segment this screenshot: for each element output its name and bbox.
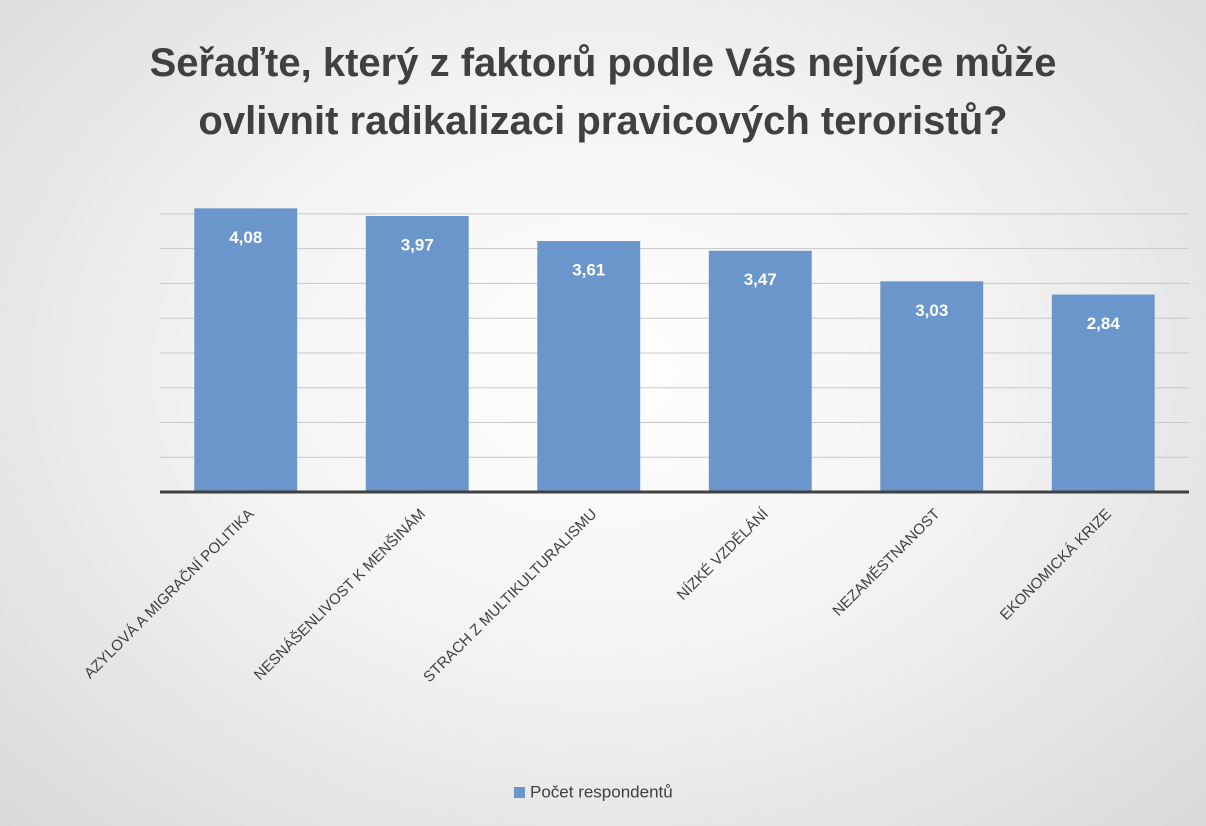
chart-title: Seřaďte, který z faktorů podle Vás nejví… <box>149 41 1057 143</box>
x-tick-label: NEZAMĚSTNANOST <box>829 506 943 620</box>
x-tick-label: EKONOMICKÁ KRIZE <box>997 506 1115 624</box>
data-label: 3,97 <box>401 235 434 254</box>
bar <box>708 250 812 492</box>
legend-swatch <box>514 787 525 798</box>
data-label: 3,47 <box>744 270 777 289</box>
bar <box>537 241 641 492</box>
data-label: 3,61 <box>572 261 605 280</box>
x-tick-label: NÍZKÉ VZDĚLÁNÍ <box>674 505 773 604</box>
legend-label: Počet respondentů <box>530 782 673 801</box>
x-tick-label: NESNÁŠENLIVOST K MENŠINÁM <box>251 506 429 684</box>
bar <box>1051 294 1155 492</box>
bar <box>880 281 984 492</box>
data-label: 3,03 <box>915 301 948 320</box>
data-label: 4,08 <box>229 228 262 247</box>
x-tick-label: STRACH Z MULTIKULTURALISMU <box>420 506 600 686</box>
data-label: 2,84 <box>1087 314 1121 333</box>
x-tick-label: AZYLOVÁ A MIGRAČNÍ POLITIKA <box>81 506 257 682</box>
bar <box>194 208 298 493</box>
bar <box>365 215 469 492</box>
